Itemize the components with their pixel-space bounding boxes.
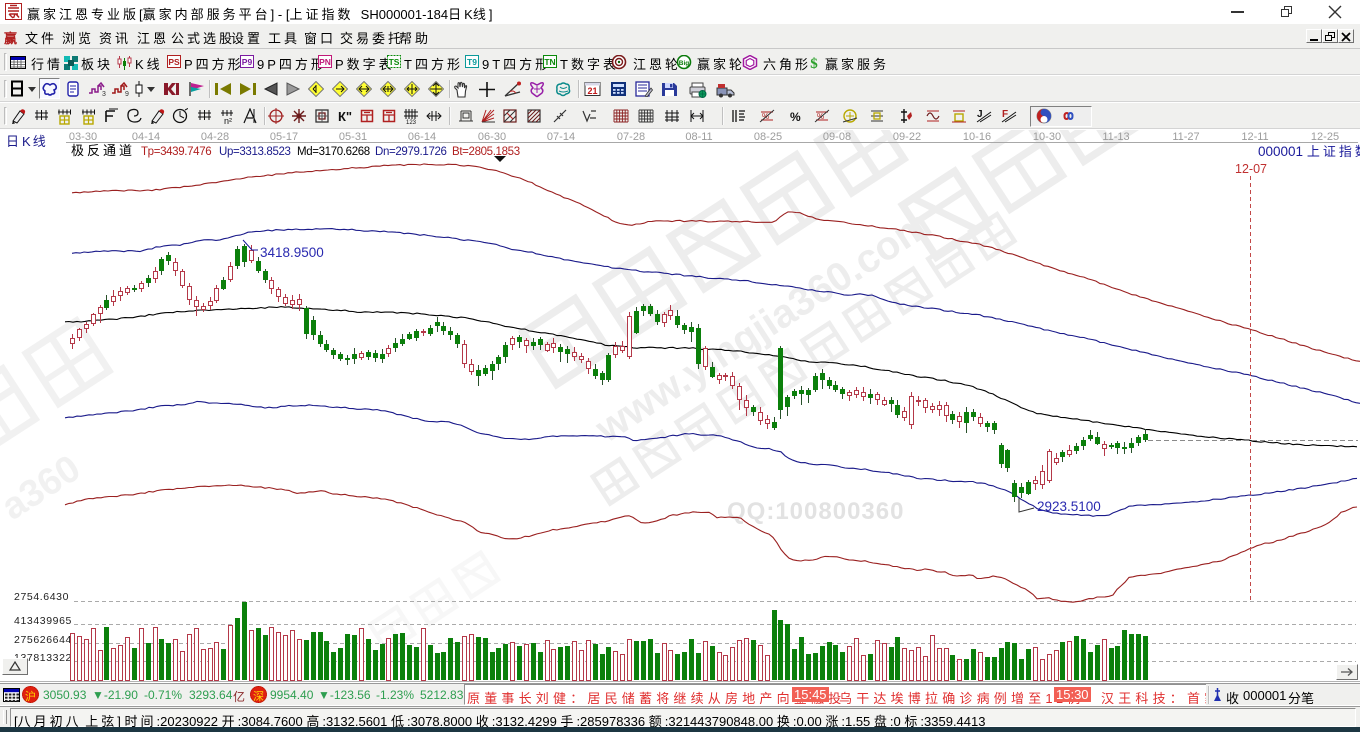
svg-text:Big: Big (679, 60, 690, 67)
svg-text:05-31: 05-31 (339, 131, 367, 143)
svg-text:P9: P9 (242, 57, 253, 67)
svg-text:TN: TN (544, 57, 555, 67)
svg-text:%: % (817, 112, 824, 121)
svg-text:К": К" (338, 109, 352, 124)
svg-text:12-07: 12-07 (1235, 162, 1267, 176)
svg-text:09-08: 09-08 (823, 131, 851, 143)
svg-text:04-28: 04-28 (201, 131, 229, 143)
svg-text:J: J (977, 109, 983, 120)
svg-text:n²: n² (224, 116, 232, 125)
svg-text:Up=3313.8523: Up=3313.8523 (219, 146, 291, 158)
svg-text:08-25: 08-25 (754, 131, 782, 143)
svg-text:275626644: 275626644 (14, 634, 72, 646)
svg-text:3418.9500: 3418.9500 (260, 245, 324, 260)
svg-text:QQ:100800360: QQ:100800360 (727, 498, 904, 525)
svg-text:06-14: 06-14 (408, 131, 436, 143)
svg-text:2923.5100: 2923.5100 (1037, 499, 1101, 514)
svg-text:11-13: 11-13 (1102, 131, 1129, 143)
svg-text:%: % (762, 112, 769, 121)
svg-text:03-30: 03-30 (69, 131, 97, 143)
svg-text:Bt=2805.1853: Bt=2805.1853 (452, 146, 520, 158)
svg-text:12-11: 12-11 (1241, 131, 1268, 143)
svg-text:137813322: 137813322 (14, 652, 72, 664)
svg-text:3: 3 (102, 91, 106, 97)
svg-text:9: 9 (125, 91, 129, 97)
svg-text:000001 上证指数: 000001 上证指数 (1258, 144, 1360, 159)
svg-text:10-16: 10-16 (963, 131, 991, 143)
svg-text:F: F (1002, 109, 1008, 120)
svg-text:07-14: 07-14 (547, 131, 575, 143)
svg-text:Md=3170.6268: Md=3170.6268 (297, 146, 370, 158)
svg-text:$: $ (810, 56, 818, 70)
svg-text:%: % (790, 110, 801, 124)
svg-text:05-17: 05-17 (270, 131, 298, 143)
svg-text:413439965: 413439965 (14, 615, 72, 627)
svg-text:T9: T9 (467, 57, 477, 67)
svg-text:11-27: 11-27 (1172, 131, 1199, 143)
svg-text:PS: PS (168, 57, 180, 67)
svg-text:123: 123 (406, 120, 417, 125)
svg-text:Dn=2979.1726: Dn=2979.1726 (375, 146, 447, 158)
svg-text:2754.6430: 2754.6430 (14, 591, 69, 603)
svg-text:07-28: 07-28 (617, 131, 645, 143)
svg-text:TS: TS (389, 57, 400, 67)
svg-text:06-30: 06-30 (478, 131, 506, 143)
svg-text:极反通道: 极反通道 (71, 143, 135, 158)
svg-text:08-11: 08-11 (685, 131, 712, 143)
svg-text:Tp=3439.7476: Tp=3439.7476 (141, 146, 211, 158)
svg-text:09-22: 09-22 (893, 131, 921, 143)
svg-text:04-14: 04-14 (132, 131, 160, 143)
svg-text:PN: PN (319, 57, 331, 67)
svg-text:12-25: 12-25 (1311, 131, 1339, 143)
svg-text:21: 21 (587, 86, 597, 96)
svg-text:10-30: 10-30 (1033, 131, 1061, 143)
